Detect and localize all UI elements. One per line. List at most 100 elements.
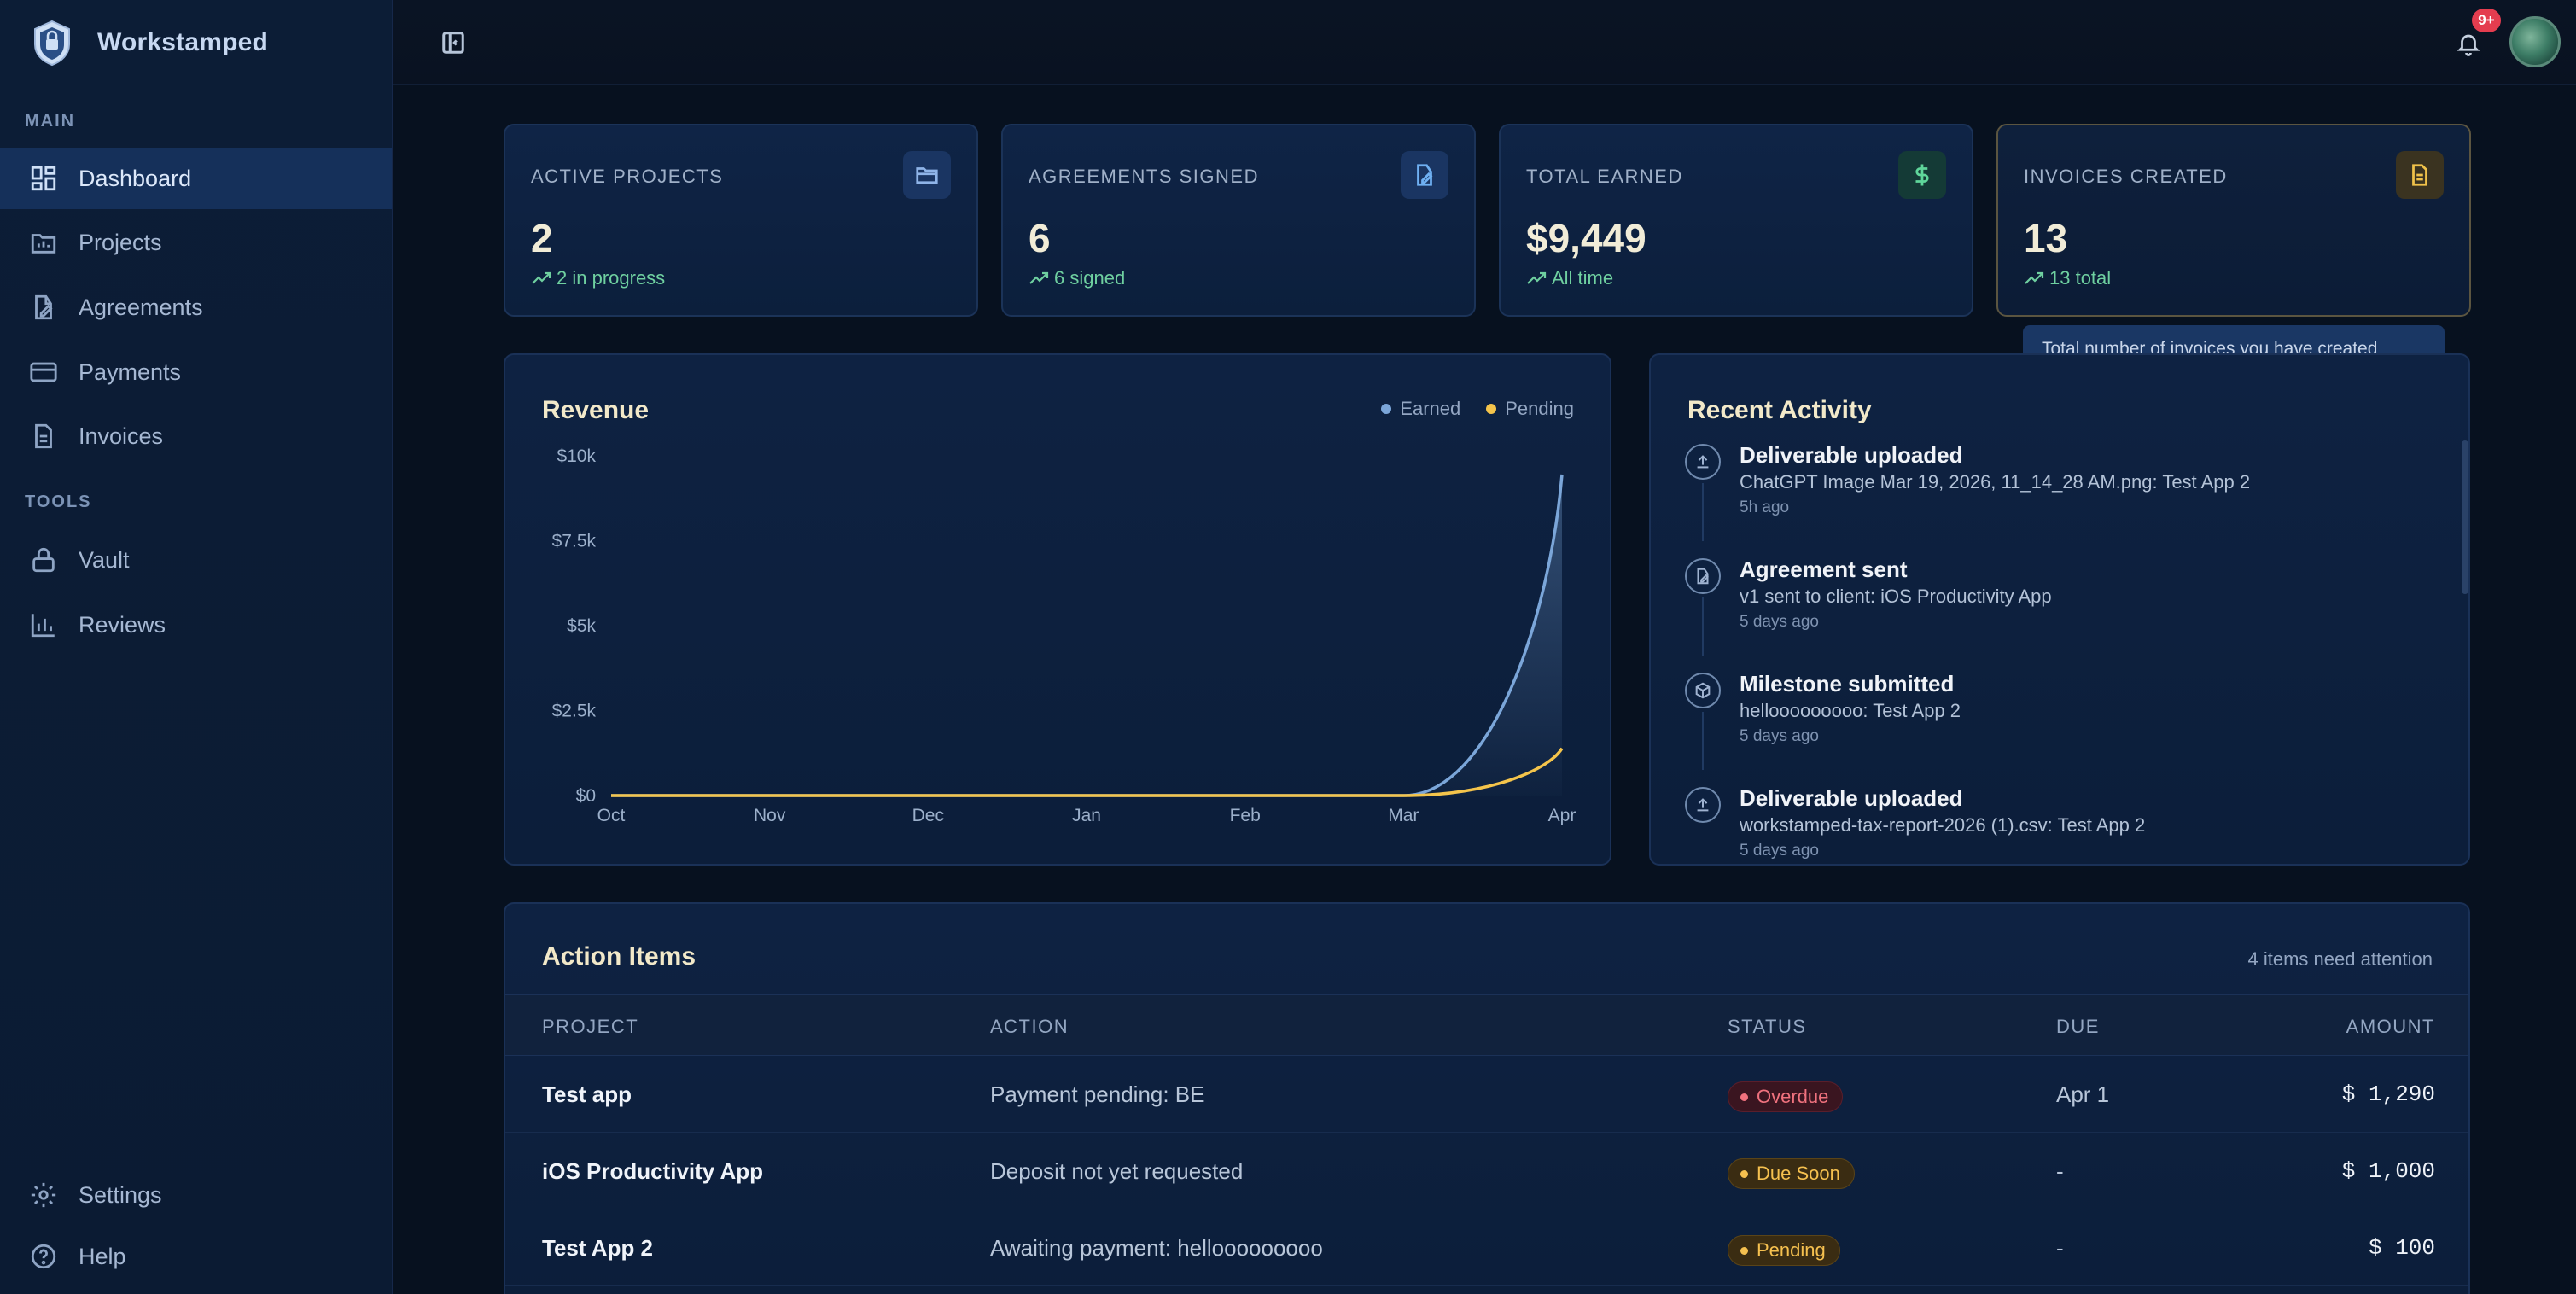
sidebar-item-label: Payments xyxy=(79,358,182,385)
activity-time: 5 days ago xyxy=(1740,842,1819,860)
cell-amount: $ 1,290 xyxy=(2341,1081,2435,1107)
cell-due: - xyxy=(2056,1235,2064,1261)
sidebar-item-label: Agreements xyxy=(79,294,203,320)
help-icon xyxy=(27,1240,60,1273)
stat-value: 6 xyxy=(1029,216,1051,260)
activity-desc: v1 sent to client: iOS Productivity App xyxy=(1740,586,2052,607)
status-dot xyxy=(1740,1169,1748,1178)
cell-amount: $ 100 xyxy=(2368,1235,2435,1261)
y-tick-label: $0 xyxy=(576,786,596,806)
projects-icon xyxy=(27,226,60,259)
x-tick-label: Oct xyxy=(597,806,626,825)
sidebar-item-label: Projects xyxy=(79,229,162,255)
cell-due: - xyxy=(2056,1158,2064,1184)
sidebar-item-reviews[interactable]: Reviews xyxy=(0,594,392,656)
timeline-line xyxy=(1702,597,1704,656)
bar-chart-icon xyxy=(27,609,60,641)
trend-up-icon xyxy=(1029,271,1049,284)
stat-card-total-earned[interactable]: TOTAL EARNED $9,449 All time xyxy=(1499,124,1973,317)
activity-time: 5h ago xyxy=(1740,498,1790,516)
sidebar-item-invoices[interactable]: Invoices xyxy=(0,405,392,467)
cell-action: Payment pending: BE xyxy=(990,1081,1205,1107)
edit-document-icon xyxy=(1685,558,1721,594)
table-row[interactable]: iOS Productivity App Deposit not yet req… xyxy=(505,1133,2468,1209)
cell-due: Apr 1 xyxy=(2056,1081,2110,1107)
timeline-line xyxy=(1702,712,1704,770)
status-badge: Due Soon xyxy=(1728,1158,1855,1189)
col-due[interactable]: DUE xyxy=(2056,1016,2100,1037)
sidebar-item-dashboard[interactable]: Dashboard xyxy=(0,148,392,209)
trend-up-icon xyxy=(2025,271,2044,284)
panel-title: Action Items xyxy=(542,942,696,970)
notifications-button[interactable] xyxy=(2446,22,2491,67)
cell-project: Test App 2 xyxy=(542,1235,654,1261)
cell-action: Awaiting payment: hellooooooooo xyxy=(990,1235,1323,1261)
brand[interactable]: Workstamped xyxy=(31,17,268,68)
stat-sub-text: 13 total xyxy=(2049,267,2112,289)
sidebar-toggle-button[interactable] xyxy=(434,24,472,61)
col-project[interactable]: PROJECT xyxy=(542,1016,639,1037)
stat-sub: 2 in progress xyxy=(531,267,665,289)
activity-time: 5 days ago xyxy=(1740,613,1819,631)
agreements-icon xyxy=(27,291,60,324)
stat-card-agreements-signed[interactable]: AGREEMENTS SIGNED 6 6 signed xyxy=(1001,124,1476,317)
legend-label: Pending xyxy=(1505,398,1574,419)
section-tools: TOOLS xyxy=(25,493,92,511)
status-badge: Overdue xyxy=(1728,1081,1844,1112)
legend-dot xyxy=(1486,404,1497,414)
stat-card-invoices-created[interactable]: INVOICES CREATED 13 13 total xyxy=(1996,124,2471,317)
lock-icon xyxy=(27,544,60,576)
sidebar-item-label: Help xyxy=(79,1243,126,1269)
bell-icon xyxy=(2457,34,2480,56)
x-tick-label: Jan xyxy=(1072,806,1101,825)
activity-panel: Recent Activity Deliverable uploaded Cha… xyxy=(1649,353,2470,866)
attention-count: 4 items need attention xyxy=(2247,948,2433,970)
y-tick-label: $7.5k xyxy=(552,532,597,551)
activity-time: 5 days ago xyxy=(1740,727,1819,745)
panel-title: Recent Activity xyxy=(1687,396,1872,424)
upload-icon xyxy=(1685,787,1721,823)
x-tick-label: Dec xyxy=(912,806,944,825)
dollar-icon xyxy=(1898,151,1946,199)
stat-label: AGREEMENTS SIGNED xyxy=(1029,166,1259,187)
legend-item-pending[interactable]: Pending xyxy=(1486,398,1574,420)
action-items-panel: Action Items 4 items need attention PROJ… xyxy=(504,902,2470,1294)
stat-value: $9,449 xyxy=(1526,216,1646,260)
invoices-icon xyxy=(27,420,60,452)
earned-line[interactable] xyxy=(611,474,1564,797)
activity-scrollbar[interactable] xyxy=(2462,440,2468,594)
sidebar-item-vault[interactable]: Vault xyxy=(0,529,392,591)
sidebar-collapse-icon xyxy=(442,32,464,54)
legend-item-earned[interactable]: Earned xyxy=(1381,398,1460,420)
stat-sub: All time xyxy=(1526,267,1613,289)
legend-dot xyxy=(1381,404,1392,414)
logo-icon xyxy=(34,20,70,67)
activity-title: Deliverable uploaded xyxy=(1740,785,1963,811)
status-text: Overdue xyxy=(1757,1086,1829,1107)
edit-document-icon xyxy=(1401,151,1448,199)
trend-up-icon xyxy=(532,271,551,284)
trend-up-icon xyxy=(1527,271,1547,284)
sidebar-item-agreements[interactable]: Agreements xyxy=(0,277,392,338)
sidebar-item-projects[interactable]: Projects xyxy=(0,212,392,273)
x-tick-label: Nov xyxy=(754,806,786,825)
stat-card-active-projects[interactable]: ACTIVE PROJECTS 2 2 in progress xyxy=(504,124,978,317)
sidebar-item-payments[interactable]: Payments xyxy=(0,341,392,403)
stat-value: 13 xyxy=(2024,216,2068,260)
revenue-chart: $0 $2.5k $5k $7.5k $10k Oct Nov Dec Jan Feb Mar Apr xyxy=(552,446,1576,825)
col-status[interactable]: STATUS xyxy=(1728,1016,1807,1037)
table-row[interactable]: Test App 2 Awaiting payment: hellooooooo… xyxy=(505,1209,2468,1286)
sidebar: Workstamped MAIN Dashboard Projects Agre… xyxy=(0,0,393,1294)
sidebar-item-label: Vault xyxy=(79,546,130,573)
invoice-icon xyxy=(2396,151,2444,199)
col-action[interactable]: ACTION xyxy=(990,1016,1069,1037)
sidebar-item-help[interactable]: Help xyxy=(0,1226,392,1287)
sidebar-item-settings[interactable]: Settings xyxy=(0,1164,392,1226)
stat-sub-text: 6 signed xyxy=(1054,267,1126,289)
pending-line[interactable] xyxy=(611,747,1564,797)
col-amount[interactable]: AMOUNT xyxy=(2346,1016,2435,1037)
box-icon xyxy=(1685,673,1721,708)
table-row[interactable]: Test app Payment pending: BE Overdue Apr… xyxy=(505,1056,2468,1133)
avatar[interactable] xyxy=(2509,16,2561,67)
cell-project: iOS Productivity App xyxy=(542,1158,764,1184)
